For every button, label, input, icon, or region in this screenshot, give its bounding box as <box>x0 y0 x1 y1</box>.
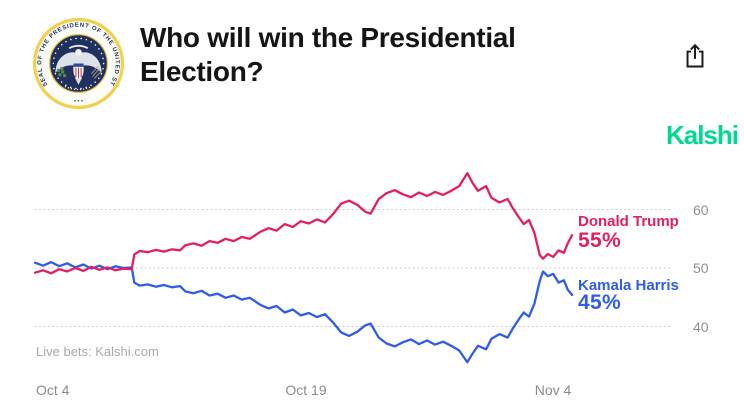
ytick-40: 40 <box>693 318 709 335</box>
xtick-oct4: Oct 4 <box>36 382 70 398</box>
kalshi-logo[interactable]: Kalshi <box>665 120 739 150</box>
share-icon <box>686 43 704 68</box>
harris-label: Kamala Harris <box>578 277 679 294</box>
svg-text:• • •: • • • <box>74 99 83 105</box>
ytick-60: 60 <box>693 201 709 218</box>
seal-eagle <box>55 44 103 91</box>
trump-label: Donald Trump <box>578 213 679 230</box>
trump-line <box>33 172 574 275</box>
trump-value: 55% <box>578 229 621 252</box>
ytick-50: 50 <box>693 260 709 276</box>
presidential-seal-logo: SEAL OF THE PRESIDENT OF THE UNITED STAT… <box>32 17 125 110</box>
share-button[interactable] <box>681 42 709 70</box>
xtick-nov4: Nov 4 <box>534 382 572 398</box>
page-title: Who will win the Presidential Election? <box>140 22 516 87</box>
seal-star-ring <box>52 37 105 90</box>
live-bets-footnote: Live bets: Kalshi.com <box>36 344 159 359</box>
harris-line <box>33 260 574 364</box>
harris-value: 45% <box>578 291 621 314</box>
xtick-oct19: Oct 19 <box>285 382 327 398</box>
